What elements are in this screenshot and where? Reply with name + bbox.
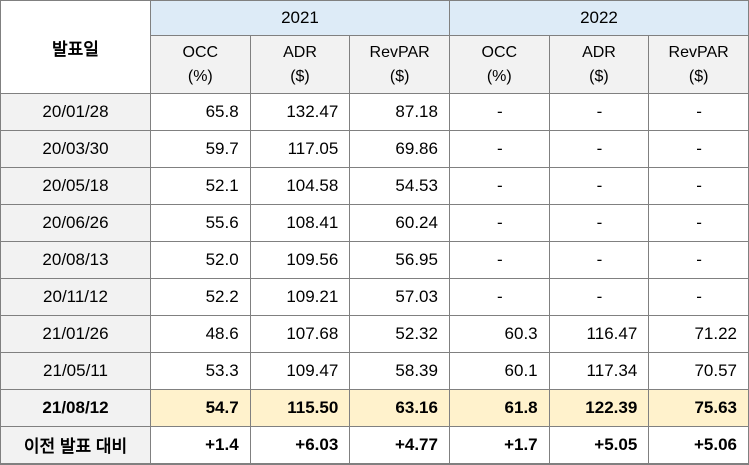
value-cell: - [648,93,749,131]
value-cell: - [548,167,650,205]
value-cell: 71.22 [648,315,749,353]
value-cell: 60.1 [448,352,550,390]
value-cell: - [448,278,550,316]
metric-unit: (%) [486,67,512,85]
metric-name: ADR [283,44,317,62]
value-cell: - [548,204,650,242]
value-cell: 122.39 [548,389,650,427]
value-cell: 109.56 [249,241,351,279]
value-cell: 61.8 [448,389,550,427]
value-cell: 52.32 [349,315,450,353]
value-cell: - [548,278,650,316]
table-row: 21/01/26 48.6 107.68 52.32 60.3 116.47 7… [0,315,749,353]
column-header-occ-2021: OCC (%) [150,35,251,94]
value-cell: 104.58 [249,167,351,205]
value-cell: 58.39 [349,352,450,390]
value-cell: 52.1 [150,167,251,205]
value-cell: 48.6 [150,315,251,353]
value-cell: 55.6 [150,204,251,242]
metric-unit: ($) [589,67,609,85]
value-cell: - [548,130,650,168]
date-cell: 21/05/11 [0,352,151,390]
metric-unit: ($) [688,67,709,85]
metric-name: RevPAR [369,44,430,62]
year-group-2021: 2021 [150,0,450,36]
table-row: 20/03/30 59.7 117.05 69.86 - - - [0,130,749,168]
value-cell: - [648,130,749,168]
table-row: 20/06/26 55.6 108.41 60.24 - - - [0,204,749,242]
metric-name: ADR [582,44,616,62]
date-cell: 21/01/26 [0,315,151,353]
value-cell: - [548,93,650,131]
value-cell: 59.7 [150,130,251,168]
date-cell: 21/08/12 [0,389,151,427]
value-cell: 117.05 [249,130,351,168]
value-cell: - [648,278,749,316]
table-row: 20/08/13 52.0 109.56 56.95 - - - [0,241,749,279]
value-cell: 115.50 [249,389,351,427]
value-cell: 54.7 [150,389,251,427]
column-header-adr-2021: ADR ($) [249,35,351,94]
value-cell: 65.8 [150,93,251,131]
date-cell: 20/01/28 [0,93,151,131]
value-cell: 53.3 [150,352,251,390]
table-row: 20/11/12 52.2 109.21 57.03 - - - [0,278,749,316]
value-cell: 63.16 [349,389,450,427]
value-cell: 107.68 [249,315,351,353]
metric-name: OCC [481,44,518,62]
value-cell: - [648,241,749,279]
value-cell: 52.2 [150,278,251,316]
metric-unit: ($) [389,67,410,85]
date-cell: 20/05/18 [0,167,151,205]
column-header-occ-2022: OCC (%) [448,35,550,94]
column-header-revpar-2022: RevPAR ($) [648,35,749,94]
date-column-header: 발표일 [0,0,151,94]
table-row: 21/05/11 53.3 109.47 58.39 60.1 117.34 7… [0,352,749,390]
value-cell: - [448,167,550,205]
value-cell: - [648,167,749,205]
value-cell: 60.24 [349,204,450,242]
date-cell: 20/03/30 [0,130,151,168]
table-row: 20/05/18 52.1 104.58 54.53 - - - [0,167,749,205]
year-group-2022: 2022 [448,0,749,36]
value-cell: 54.53 [349,167,450,205]
value-cell: 56.95 [349,241,450,279]
column-header-adr-2022: ADR ($) [548,35,650,94]
value-cell: 116.47 [548,315,650,353]
metric-header-row: OCC (%) ADR ($) RevPAR ($) OCC (%) ADR (… [1,35,749,94]
value-cell: 87.18 [349,93,450,131]
date-cell: 20/08/13 [0,241,151,279]
metric-name: RevPAR [668,44,729,62]
value-cell: 52.0 [150,241,251,279]
value-cell: 109.21 [249,278,351,316]
value-cell: - [448,204,550,242]
value-cell: 70.57 [648,352,749,390]
value-cell: - [648,204,749,242]
column-header-revpar-2021: RevPAR ($) [349,35,450,94]
value-cell: - [448,241,550,279]
value-cell: 132.47 [249,93,351,131]
value-cell: 109.47 [249,352,351,390]
metric-unit: ($) [290,67,310,85]
value-cell: 69.86 [349,130,450,168]
date-cell: 20/06/26 [0,204,151,242]
value-cell: - [548,241,650,279]
metric-unit: (%) [187,67,213,85]
year-group-header-row: 발표일 2021 2022 [0,0,749,94]
value-cell: 57.03 [349,278,450,316]
table-body: 20/01/28 65.8 132.47 87.18 - - - 20/03/3… [0,93,749,465]
value-cell: 75.63 [648,389,749,427]
table-row: 21/08/12 54.7 115.50 63.16 61.8 122.39 7… [0,389,749,427]
value-cell: 108.41 [249,204,351,242]
table-row: 20/01/28 65.8 132.47 87.18 - - - [0,93,749,131]
metric-name: OCC [182,44,219,62]
value-cell: 60.3 [448,315,550,353]
value-cell: 117.34 [548,352,650,390]
value-cell: - [448,130,550,168]
date-cell: 20/11/12 [0,278,151,316]
value-cell: - [448,93,550,131]
